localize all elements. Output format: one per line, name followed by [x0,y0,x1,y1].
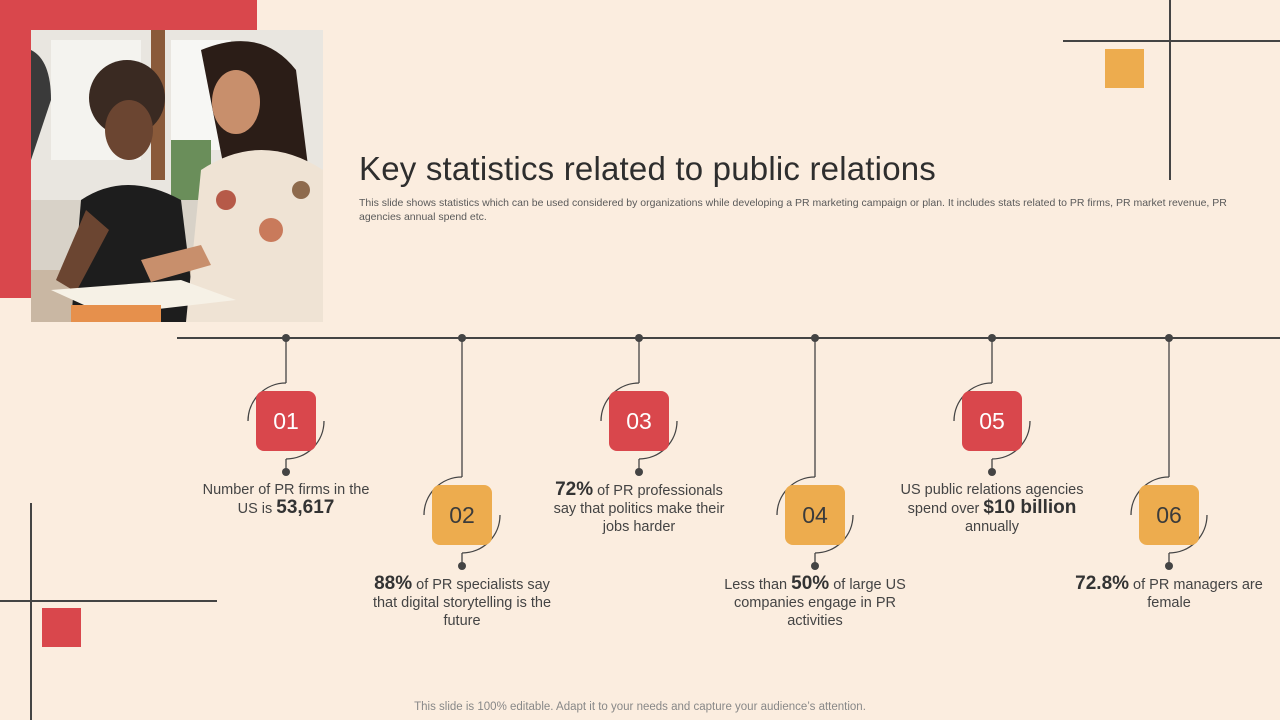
stat-text: 72.8% of PR managers are female [1075,573,1263,611]
stat-text: Number of PR firms in the US is 53,617 [202,482,370,518]
timeline-dot [811,562,819,570]
corner-line-horizontal [1063,40,1280,42]
stat-text: US public relations agencies spend over … [900,482,1084,535]
page-title: Key statistics related to public relatio… [359,150,937,187]
red-accent-square [42,608,81,647]
team-photo [31,30,323,322]
orange-accent-square [1105,49,1144,88]
timeline-dot [282,468,290,476]
stat-text: 88% of PR specialists say that digital s… [372,573,552,629]
stat-highlight: $10 billion [983,497,1077,518]
footer-note: This slide is 100% editable. Adapt it to… [414,701,866,713]
stat-highlight: 72.8% [1075,573,1130,594]
stat-text: 72% of PR professionals say that politic… [553,479,725,535]
timeline-dot [988,468,996,476]
corner-line-vertical [30,503,32,720]
stat-highlight: 72% [555,479,594,500]
corner-line-horizontal [0,600,217,602]
step-number-badge: 05 [962,391,1022,451]
timeline-dot [1165,562,1173,570]
page-subtitle: This slide shows statistics which can be… [359,197,1227,223]
timeline-dot [635,468,643,476]
step-number-badge: 04 [785,485,845,545]
step-number-badge: 02 [432,485,492,545]
stat-highlight: 53,617 [276,497,335,518]
corner-line-vertical [1169,0,1171,180]
stat-highlight: 50% [791,573,830,594]
stat-highlight: 88% [374,573,413,594]
step-number-badge: 06 [1139,485,1199,545]
timeline-dot [458,562,466,570]
timeline-axis [177,337,1280,339]
stat-text: Less than 50% of large US companies enga… [724,573,906,629]
step-number-badge: 01 [256,391,316,451]
step-number-badge: 03 [609,391,669,451]
